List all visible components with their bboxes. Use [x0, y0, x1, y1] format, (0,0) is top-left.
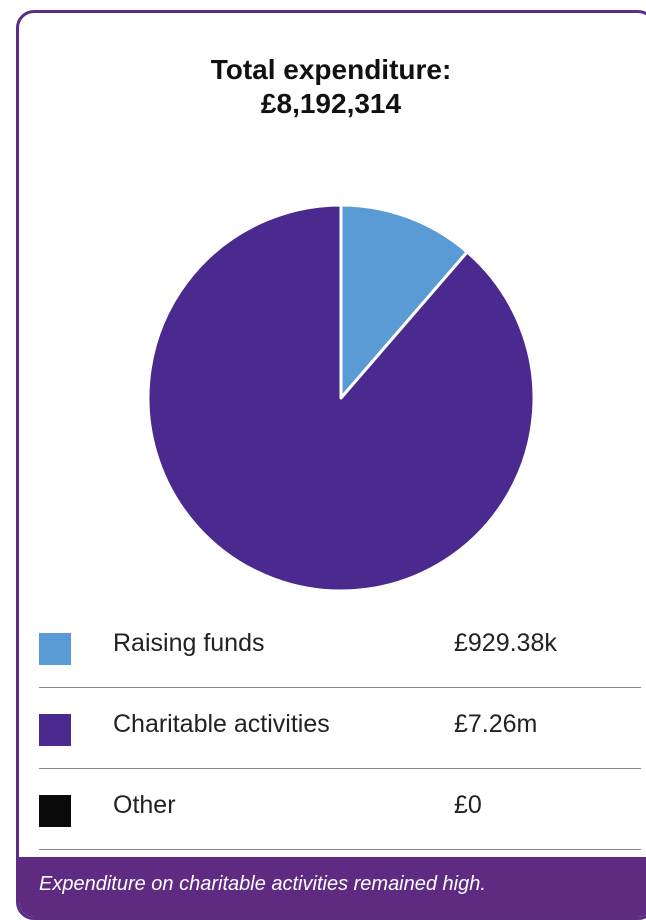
legend-row-raising-funds: Raising funds £929.38k: [39, 607, 641, 688]
chart-title-line: Total expenditure:: [210, 54, 452, 85]
legend-label: Raising funds: [113, 629, 265, 657]
pie-slices: [146, 203, 536, 593]
caption-bar: Expenditure on charitable activities rem…: [19, 857, 646, 917]
legend-row-other: Other £0: [39, 769, 641, 850]
pie-chart: [146, 203, 536, 593]
legend-swatch: [39, 795, 71, 827]
legend-value: £929.38k: [454, 629, 557, 657]
legend-label: Charitable activities: [113, 710, 330, 738]
chart-total: £8,192,314: [260, 88, 402, 119]
legend: Raising funds £929.38k Charitable activi…: [39, 607, 641, 850]
legend-value: £0: [454, 791, 482, 819]
chart-title: Total expenditure: £8,192,314: [19, 53, 643, 121]
legend-swatch: [39, 633, 71, 665]
legend-row-charitable-activities: Charitable activities £7.26m: [39, 688, 641, 769]
pie-slice-charitable-activities: [146, 203, 536, 593]
legend-swatch: [39, 714, 71, 746]
pie-slice-raising-funds: [339, 203, 469, 400]
expenditure-card: Total expenditure: £8,192,314 Raising fu…: [16, 10, 646, 920]
caption-text: Expenditure on charitable activities rem…: [39, 873, 486, 895]
legend-value: £7.26m: [454, 710, 538, 738]
legend-label: Other: [113, 791, 176, 819]
